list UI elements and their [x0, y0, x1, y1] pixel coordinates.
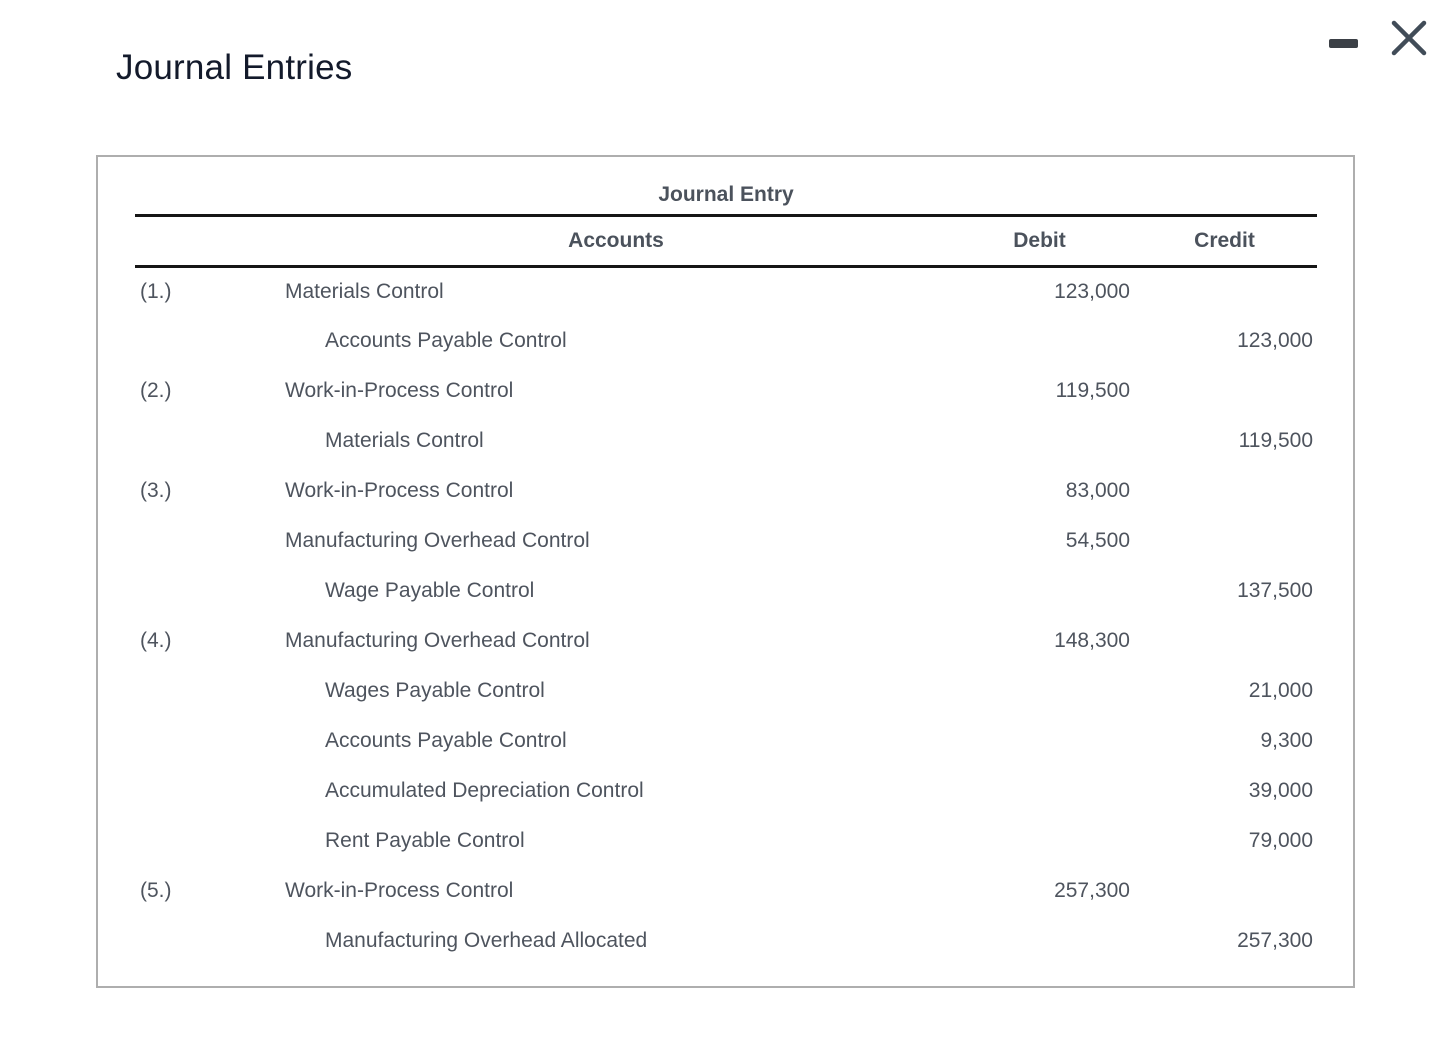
- table-row: (3.) Work-in-Process Control 83,000: [135, 466, 1317, 516]
- table-row: (1.) Materials Control 123,000: [135, 266, 1317, 316]
- account-name: Manufacturing Overhead Allocated: [325, 929, 648, 952]
- credit-value: [1132, 616, 1317, 666]
- journal-table-body: (1.) Materials Control 123,000 Accounts …: [135, 266, 1317, 966]
- table-row: Wage Payable Control 137,500: [135, 566, 1317, 616]
- entry-number: (1.): [140, 279, 172, 303]
- debit-value: [947, 816, 1132, 866]
- page-title: Journal Entries: [116, 48, 353, 87]
- entry-number: (5.): [140, 879, 172, 902]
- credit-value: [1132, 366, 1317, 416]
- entry-number: [135, 416, 285, 466]
- credit-value: 137,500: [1237, 579, 1313, 602]
- table-row: (4.) Manufacturing Overhead Control 148,…: [135, 616, 1317, 666]
- debit-header: Debit: [1013, 228, 1066, 252]
- credit-value: [1132, 866, 1317, 916]
- account-name: Wages Payable Control: [325, 679, 545, 702]
- credit-value: 9,300: [1260, 729, 1313, 752]
- close-button[interactable]: [1390, 20, 1428, 58]
- entry-number: (3.): [140, 479, 172, 502]
- account-name: Materials Control: [285, 279, 444, 303]
- table-row: Manufacturing Overhead Allocated 257,300: [135, 916, 1317, 966]
- account-name: Materials Control: [325, 429, 484, 452]
- account-name: Manufacturing Overhead Control: [285, 629, 590, 652]
- entry-number: [135, 316, 285, 366]
- credit-value: [1132, 466, 1317, 516]
- table-row: Accounts Payable Control 123,000: [135, 316, 1317, 366]
- entry-number: (4.): [140, 629, 172, 652]
- entry-number: [135, 816, 285, 866]
- credit-value: [1132, 266, 1317, 316]
- credit-value: 21,000: [1248, 679, 1313, 702]
- close-icon: [1391, 20, 1427, 56]
- account-name: Manufacturing Overhead Control: [285, 529, 590, 552]
- credit-value: 119,500: [1238, 429, 1313, 452]
- credit-value: [1132, 516, 1317, 566]
- account-name: Accumulated Depreciation Control: [325, 779, 644, 802]
- credit-value: 39,000: [1248, 779, 1313, 802]
- journal-entry-table-wrap: Journal Entry Accounts Debit Credit (1.)…: [135, 157, 1317, 966]
- entry-number: [135, 666, 285, 716]
- table-row: Materials Control 119,500: [135, 416, 1317, 466]
- entry-number-header: [135, 217, 285, 266]
- window-controls: [1329, 14, 1428, 64]
- credit-value: 123,000: [1237, 329, 1313, 352]
- table-row: (5.) Work-in-Process Control 257,300: [135, 866, 1317, 916]
- table-row: (2.) Work-in-Process Control 119,500: [135, 366, 1317, 416]
- debit-value: 123,000: [1054, 279, 1130, 303]
- debit-value: 54,500: [1065, 529, 1130, 552]
- debit-value: [947, 766, 1132, 816]
- account-name: Work-in-Process Control: [285, 479, 514, 502]
- debit-value: [947, 666, 1132, 716]
- account-name: Accounts Payable Control: [325, 729, 567, 752]
- debit-value: [947, 566, 1132, 616]
- entry-number: [135, 916, 285, 966]
- account-name: Work-in-Process Control: [285, 379, 514, 402]
- table-row: Wages Payable Control 21,000: [135, 666, 1317, 716]
- entry-number: (2.): [140, 379, 172, 402]
- table-row: Rent Payable Control 79,000: [135, 816, 1317, 866]
- debit-value: 257,300: [1054, 879, 1130, 902]
- table-row: Manufacturing Overhead Control 54,500: [135, 516, 1317, 566]
- entry-number: [135, 516, 285, 566]
- debit-value: [947, 716, 1132, 766]
- credit-header: Credit: [1194, 228, 1255, 252]
- debit-value: 119,500: [1055, 379, 1130, 402]
- accounts-header: Accounts: [568, 228, 664, 252]
- account-name: Work-in-Process Control: [285, 879, 514, 902]
- table-row: Accounts Payable Control 9,300: [135, 716, 1317, 766]
- credit-value: 79,000: [1248, 829, 1313, 852]
- minimize-button[interactable]: [1329, 31, 1358, 48]
- account-name: Wage Payable Control: [325, 579, 535, 602]
- table-row: Accumulated Depreciation Control 39,000: [135, 766, 1317, 816]
- journal-entry-panel: Journal Entry Accounts Debit Credit (1.)…: [96, 155, 1355, 988]
- entry-number: [135, 716, 285, 766]
- table-title: Journal Entry: [135, 157, 1317, 217]
- debit-value: 83,000: [1065, 479, 1130, 502]
- debit-value: [947, 416, 1132, 466]
- debit-value: [947, 916, 1132, 966]
- debit-value: [947, 316, 1132, 366]
- account-name: Accounts Payable Control: [325, 329, 567, 352]
- credit-value: 257,300: [1237, 929, 1313, 952]
- account-name: Rent Payable Control: [325, 829, 525, 852]
- entry-number: [135, 766, 285, 816]
- minimize-icon: [1329, 38, 1358, 48]
- debit-value: 148,300: [1054, 629, 1130, 652]
- entry-number: [135, 566, 285, 616]
- table-header-row: Accounts Debit Credit: [135, 217, 1317, 266]
- journal-table: Accounts Debit Credit (1.) Materials Con…: [135, 217, 1317, 966]
